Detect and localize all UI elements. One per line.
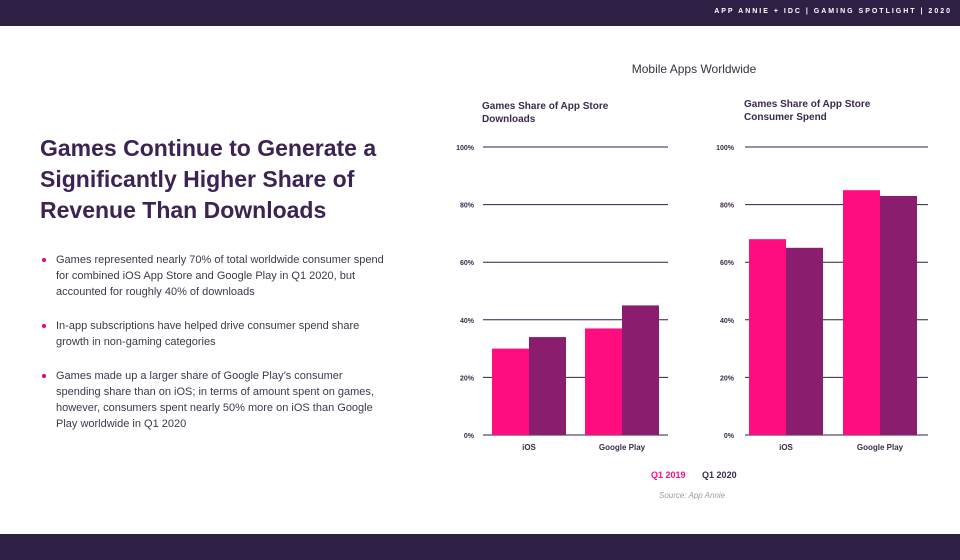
y-tick-label: 20% <box>720 375 735 382</box>
bar <box>585 328 622 435</box>
legend-q1-2019: Q1 2019 <box>651 470 686 480</box>
y-tick-label: 100% <box>716 145 735 152</box>
bar <box>880 195 917 435</box>
bullet-item: Games made up a larger share of Google P… <box>40 368 390 432</box>
figure-title: Mobile Apps Worldwide <box>631 62 757 76</box>
legend-q1-2020: Q1 2020 <box>702 470 737 480</box>
bullet-item: Games represented nearly 70% of total wo… <box>40 252 390 300</box>
y-tick-label: 60% <box>460 260 475 267</box>
top-banner: APP ANNIE + IDC | GAMING SPOTLIGHT | 202… <box>0 0 960 26</box>
bullet-list: Games represented nearly 70% of total wo… <box>40 252 390 450</box>
bar <box>492 348 529 435</box>
bar <box>786 247 823 435</box>
page-headline: Games Continue to Generate a Significant… <box>40 135 377 223</box>
chart-legend: Q1 2019 Q1 2020 <box>651 470 751 480</box>
y-tick-label: 0% <box>464 433 475 440</box>
y-tick-label: 20% <box>460 375 475 382</box>
chart-title-spend: Games Share of App Store Consumer Spend <box>744 99 871 123</box>
x-tick-label: Google Play <box>857 443 904 452</box>
x-tick-label: iOS <box>522 443 536 452</box>
y-tick-label: 80% <box>720 203 735 210</box>
bar <box>529 337 566 435</box>
x-tick-label: Google Play <box>599 443 646 452</box>
bullet-item: In-app subscriptions have helped drive c… <box>40 318 390 350</box>
source-note: Source: App Annie <box>659 491 726 500</box>
bottom-banner <box>0 534 960 560</box>
y-tick-label: 40% <box>720 318 735 325</box>
x-tick-label: iOS <box>779 443 793 452</box>
y-tick-label: 0% <box>724 433 735 440</box>
bar <box>843 190 880 435</box>
y-tick-label: 100% <box>456 145 475 152</box>
bar <box>622 305 659 435</box>
y-tick-label: 40% <box>460 318 475 325</box>
y-tick-label: 80% <box>460 203 475 210</box>
header-text: APP ANNIE + IDC | GAMING SPOTLIGHT | 202… <box>714 8 952 15</box>
y-tick-label: 60% <box>720 260 735 267</box>
chart-title-downloads: Games Share of App Store Downloads <box>482 101 609 125</box>
bar <box>749 239 786 435</box>
